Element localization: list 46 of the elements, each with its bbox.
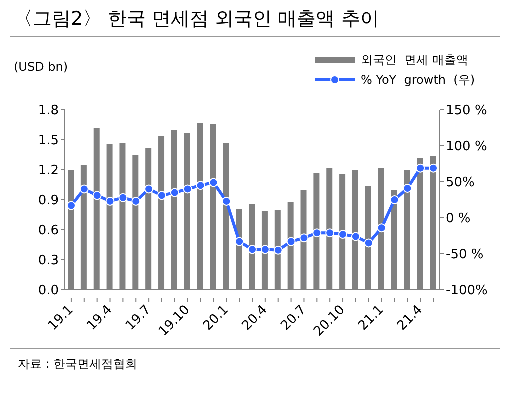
y2-tick-label: 50% <box>446 176 475 191</box>
text: 자료 : 한국면세점협회 <box>18 356 138 373</box>
y2-tick-label: 0 % <box>446 212 471 227</box>
point <box>80 184 89 194</box>
point <box>390 196 400 204</box>
point <box>235 237 244 246</box>
point <box>66 201 76 210</box>
point <box>170 188 180 198</box>
y-tick-label: 1.5 <box>38 134 59 149</box>
y-axis-title: (USD bn) <box>14 60 68 74</box>
point <box>274 246 283 255</box>
legend-label: % YoY growth (우) <box>361 72 475 88</box>
point <box>92 191 102 200</box>
point <box>183 184 192 194</box>
legend-label: 외국인 면세 매출액 <box>361 52 468 68</box>
y2-tick-label: -100% <box>446 284 488 299</box>
point <box>157 191 166 200</box>
y2-tick-label: -50 % <box>446 248 484 263</box>
y-tick-label: 0.3 <box>38 254 59 269</box>
point <box>364 238 374 248</box>
point <box>286 237 296 246</box>
y-tick-label: 0.0 <box>38 284 59 299</box>
point <box>312 228 322 238</box>
point <box>118 193 128 202</box>
point <box>106 196 115 206</box>
chart-title: 〈그림2〉 한국 면세점 외국인 매출액 추이 <box>14 7 380 32</box>
point <box>377 224 386 233</box>
y-tick-label: 0.9 <box>38 194 59 209</box>
point <box>300 234 309 243</box>
point <box>403 184 412 193</box>
y2-tick-label: 100 % <box>446 140 488 155</box>
point <box>351 232 360 242</box>
y-tick-label: 1.8 <box>38 104 59 119</box>
point <box>144 184 154 194</box>
y-tick-label: 1.2 <box>38 164 59 179</box>
point <box>132 196 141 206</box>
point <box>248 245 257 254</box>
point <box>209 178 218 188</box>
point <box>222 196 232 206</box>
point <box>338 230 348 240</box>
point <box>416 164 426 173</box>
y-tick-label: 0.6 <box>38 224 59 239</box>
point <box>260 245 270 254</box>
point <box>326 228 335 238</box>
y2-tick-label: 150 % <box>446 104 488 119</box>
point <box>196 181 206 190</box>
